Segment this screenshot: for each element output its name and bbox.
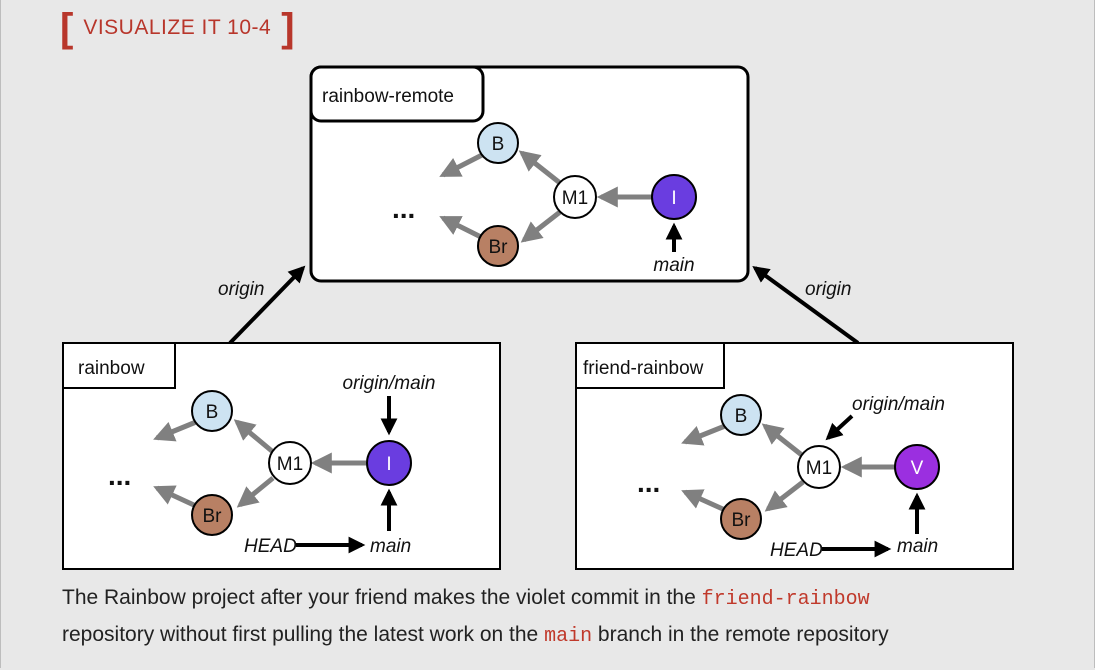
friend-repo: friend-rainbow ... B Br M1 V origin/main… — [575, 342, 1014, 570]
friend-arrow-br-parent — [681, 489, 727, 513]
local-commit-i — [366, 440, 412, 486]
local-arrow-br-parent — [153, 485, 198, 509]
local-repo-tab — [62, 342, 176, 389]
friend-commit-m1 — [797, 445, 841, 489]
remote-repo-name: rainbow-remote — [322, 86, 454, 107]
link-local-origin-label: origin — [218, 279, 264, 300]
local-branch-main: main — [370, 536, 411, 557]
remote-repo-tab — [309, 65, 485, 123]
remote-commit-b — [477, 122, 519, 164]
link-friend-to-remote — [752, 266, 860, 345]
caption-part2: repository without first pulling the lat… — [62, 623, 545, 646]
heading-open-bracket: [ — [60, 6, 74, 50]
remote-arrow-b-parent — [439, 152, 484, 178]
local-arrow-b-parent — [153, 419, 197, 442]
local-repo-name: rainbow — [78, 358, 145, 379]
caption-code-main: main — [544, 625, 593, 648]
remote-commit-b-label: B — [492, 134, 505, 155]
remote-commit-i — [651, 174, 697, 220]
remote-arrow-m1-br — [520, 210, 562, 243]
remote-repo: rainbow-remote ... B Br M1 I main — [309, 65, 750, 283]
local-head-label: HEAD — [244, 536, 297, 557]
friend-commit-br — [720, 498, 762, 540]
remote-commit-m1 — [553, 175, 597, 219]
friend-commit-m1-label: M1 — [806, 458, 832, 479]
remote-commit-i-label: I — [671, 188, 676, 209]
local-ellipsis: ... — [108, 460, 131, 491]
friend-origin-main-label: origin/main — [852, 394, 945, 415]
local-commit-b-label: B — [206, 402, 219, 423]
heading-title: VISUALIZE IT 10-4 — [83, 16, 272, 39]
friend-commit-b-label: B — [735, 406, 748, 427]
figure-heading: [ VISUALIZE IT 10-4 ] — [60, 8, 295, 48]
local-commit-b — [191, 390, 233, 432]
friend-repo-tab — [575, 342, 725, 389]
remote-commit-br — [477, 225, 519, 267]
friend-arrow-m1-br — [764, 480, 805, 512]
friend-origin-main-arrow — [825, 414, 854, 441]
local-commit-m1-label: M1 — [277, 454, 303, 475]
caption-part3: branch in the remote repository — [592, 623, 889, 646]
heading-close-bracket: ] — [281, 6, 295, 50]
local-origin-main-label: origin/main — [343, 373, 436, 394]
friend-commit-v-label: V — [911, 458, 924, 479]
local-arrow-m1-br — [236, 476, 275, 508]
local-commit-i-label: I — [386, 454, 391, 475]
friend-ellipsis: ... — [637, 467, 660, 498]
friend-head-label: HEAD — [770, 540, 823, 561]
remote-arrow-br-parent — [439, 215, 483, 240]
caption-code-friend-rainbow: friend-rainbow — [701, 588, 870, 611]
friend-repo-name: friend-rainbow — [583, 358, 704, 379]
local-commit-br — [191, 494, 233, 536]
remote-commit-br-label: Br — [489, 237, 509, 258]
link-friend-origin-label: origin — [805, 279, 851, 300]
friend-commit-v — [894, 444, 940, 490]
friend-commit-br-label: Br — [732, 510, 752, 531]
local-arrow-m1-b — [233, 419, 275, 454]
remote-branch-main: main — [653, 255, 694, 276]
remote-arrow-m1-b — [518, 150, 562, 185]
link-local-to-remote — [228, 265, 306, 345]
local-commit-br-label: Br — [203, 506, 223, 527]
friend-branch-main: main — [897, 536, 938, 557]
remote-ellipsis: ... — [392, 193, 415, 224]
friend-arrow-b-parent — [681, 423, 726, 446]
figure-caption: The Rainbow project after your friend ma… — [62, 580, 1062, 654]
friend-commit-b — [720, 394, 762, 436]
caption-part1: The Rainbow project after your friend ma… — [62, 586, 702, 609]
local-repo: rainbow ... B Br M1 I origin/main main H… — [62, 342, 501, 570]
local-commit-m1 — [268, 441, 312, 485]
remote-commit-m1-label: M1 — [562, 188, 588, 209]
friend-arrow-m1-b — [761, 423, 805, 458]
